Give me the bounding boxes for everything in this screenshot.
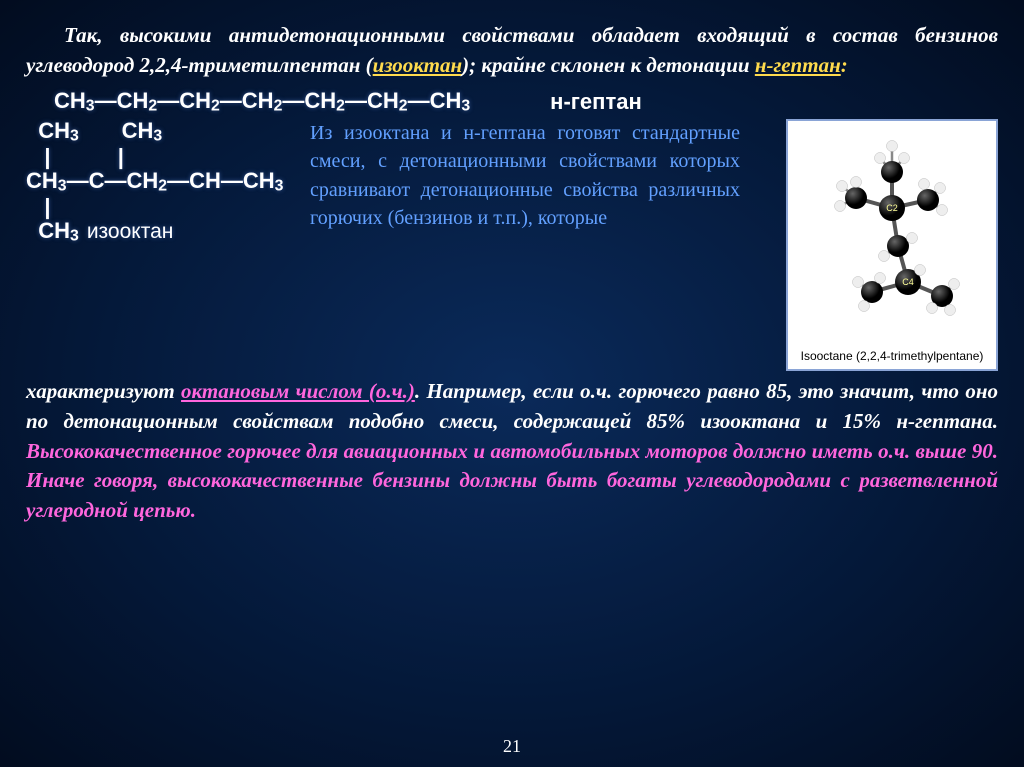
molecule-figure: C2 C4 Isooctane (2,2,4-trimethylpentane) (786, 119, 998, 371)
intro-paragraph: Так, высокими антидетонационными свойств… (26, 20, 998, 81)
octane-number-term: октановым числом (о.ч.) (181, 379, 415, 403)
svg-text:C4: C4 (902, 277, 914, 287)
isooctane-formula-block: CH3 CH3 | | CH3—C—CH2—CH—CH3 | CH3изоокт… (26, 119, 294, 245)
heptane-formula-block: CH3—CH2—CH2—CH2—CH2—CH2—CH3 н-гептан (54, 89, 998, 115)
iso-row2: | | (26, 145, 294, 169)
heptane-term: н-гептан (755, 53, 841, 77)
isooctane-term: изооктан (373, 53, 462, 77)
heptane-label: н-гептан (550, 89, 642, 115)
mid-section: CH3 CH3 | | CH3—C—CH2—CH—CH3 | CH3изоокт… (26, 119, 998, 371)
p2-c: Высококачественное горючее для авиационн… (26, 439, 998, 523)
iso-row3: CH3—C—CH2—CH—CH3 (26, 169, 294, 195)
page-number: 21 (503, 736, 521, 757)
molecule-caption: Isooctane (2,2,4-trimethylpentane) (801, 345, 984, 369)
molecule-svg: C2 C4 (792, 128, 992, 338)
iso-row4: | (26, 195, 294, 219)
heptane-formula: CH3—CH2—CH2—CH2—CH2—CH2—CH3 (54, 89, 470, 115)
p2-a: характеризуют (26, 379, 181, 403)
svg-text:C2: C2 (886, 203, 898, 213)
octane-paragraph: характеризуют октановым числом (о.ч.). Н… (26, 377, 998, 526)
blue-explanation: Из изооктана и н-гептана готовят стандар… (310, 119, 740, 233)
p1-mid: ); крайне склонен к детонации (462, 53, 755, 77)
iso-row5: CH3изооктан (26, 219, 294, 245)
p1-tail: : (841, 53, 848, 77)
iso-row1: CH3 CH3 (26, 119, 294, 145)
isooctane-label: изооктан (87, 220, 174, 243)
